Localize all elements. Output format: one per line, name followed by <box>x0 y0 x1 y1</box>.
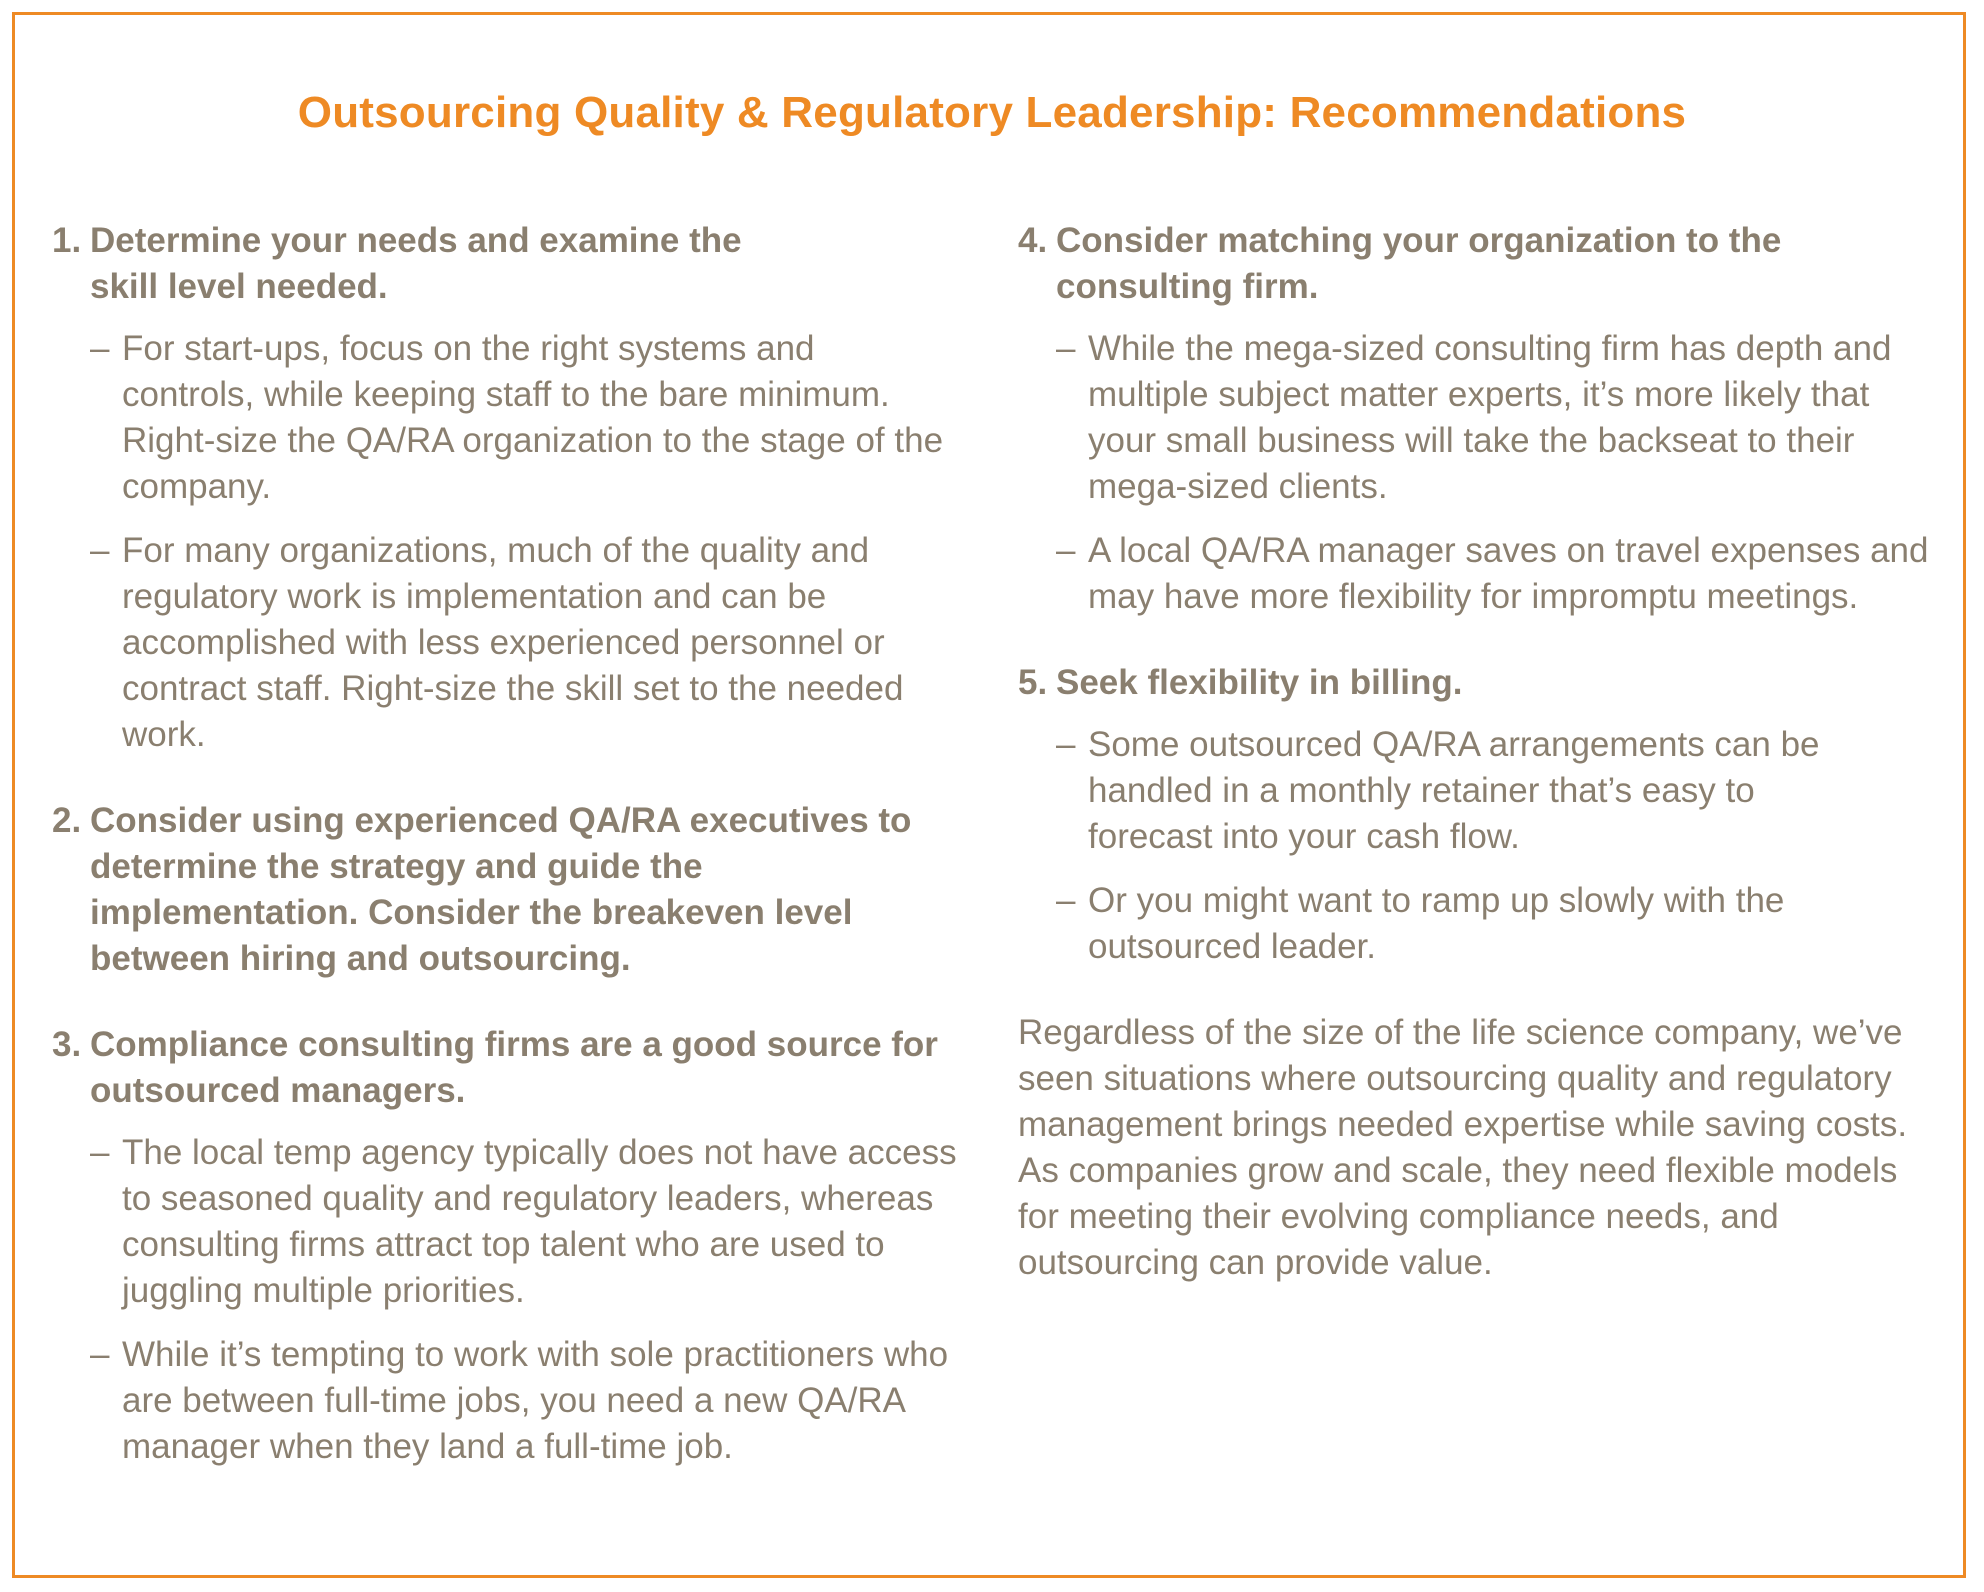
left-column: 1. Determine your needs and examine the … <box>52 218 982 1510</box>
recommendation-4: 4. Consider matching your organization t… <box>1018 218 1938 620</box>
dash-glyph: – <box>90 531 110 570</box>
page-title: Outsourcing Quality & Regulatory Leaders… <box>297 88 1687 137</box>
bullet-text: For many organizations, much of the qual… <box>122 531 904 754</box>
recommendation-heading: 1. Determine your needs and examine the … <box>52 218 982 310</box>
bullet: – While it’s tempting to work with sole … <box>90 1332 982 1470</box>
heading-text: Determine your needs and examine the ski… <box>90 221 742 306</box>
bullet: – While the mega-sized consulting firm h… <box>1056 326 1938 510</box>
recommendation-heading: 4. Consider matching your organization t… <box>1018 218 1938 310</box>
bullet-text: For start-ups, focus on the right system… <box>122 329 944 506</box>
bullet-text: The local temp agency typically does not… <box>122 1133 957 1310</box>
dash-glyph: – <box>90 329 110 368</box>
recommendation-3: 3. Compliance consulting firms are a goo… <box>52 1022 982 1470</box>
heading-text: Compliance consulting firms are a good s… <box>90 1025 938 1110</box>
bullet-text: Some outsourced QA/RA arrangements can b… <box>1088 725 1820 856</box>
recommendation-5: 5. Seek flexibility in billing. – Some o… <box>1018 660 1938 970</box>
closing-paragraph: Regardless of the size of the life scien… <box>1018 1013 1908 1282</box>
recommendation-heading: 3. Compliance consulting firms are a goo… <box>52 1022 982 1114</box>
dash-glyph: – <box>90 1133 110 1172</box>
dash-glyph: – <box>1056 881 1076 920</box>
item-number: 1. <box>52 221 82 260</box>
dash-glyph: – <box>1056 531 1076 570</box>
recommendation-1: 1. Determine your needs and examine the … <box>52 218 982 758</box>
item-number: 3. <box>52 1025 82 1064</box>
recommendation-heading: 5. Seek flexibility in billing. <box>1018 660 1938 706</box>
bullet: – Or you might want to ramp up slowly wi… <box>1056 878 1938 970</box>
bullet-text: While it’s tempting to work with sole pr… <box>122 1335 949 1466</box>
dash-glyph: – <box>90 1335 110 1374</box>
bullet: – For many organizations, much of the qu… <box>90 528 982 758</box>
bullet: – Some outsourced QA/RA arrangements can… <box>1056 722 1938 860</box>
bullet: – For start-ups, focus on the right syst… <box>90 326 982 510</box>
heading-text: Seek flexibility in billing. <box>1056 663 1463 702</box>
item-number: 4. <box>1018 221 1048 260</box>
dash-glyph: – <box>1056 725 1076 764</box>
heading-text: Consider using experienced QA/RA executi… <box>90 801 912 978</box>
bullet-text: A local QA/RA manager saves on travel ex… <box>1088 531 1929 616</box>
right-column: 4. Consider matching your organization t… <box>1018 218 1938 1286</box>
heading-text: Consider matching your organization to t… <box>1056 221 1782 306</box>
item-number: 5. <box>1018 663 1048 702</box>
page-border <box>12 12 1966 1578</box>
item-number: 2. <box>52 801 82 840</box>
bullet-text: Or you might want to ramp up slowly with… <box>1088 881 1785 966</box>
bullet-text: While the mega-sized consulting firm has… <box>1088 329 1892 506</box>
recommendation-2: 2. Consider using experienced QA/RA exec… <box>52 798 982 982</box>
dash-glyph: – <box>1056 329 1076 368</box>
bullet: – A local QA/RA manager saves on travel … <box>1056 528 1938 620</box>
bullet: – The local temp agency typically does n… <box>90 1130 982 1314</box>
recommendation-heading: 2. Consider using experienced QA/RA exec… <box>52 798 982 982</box>
